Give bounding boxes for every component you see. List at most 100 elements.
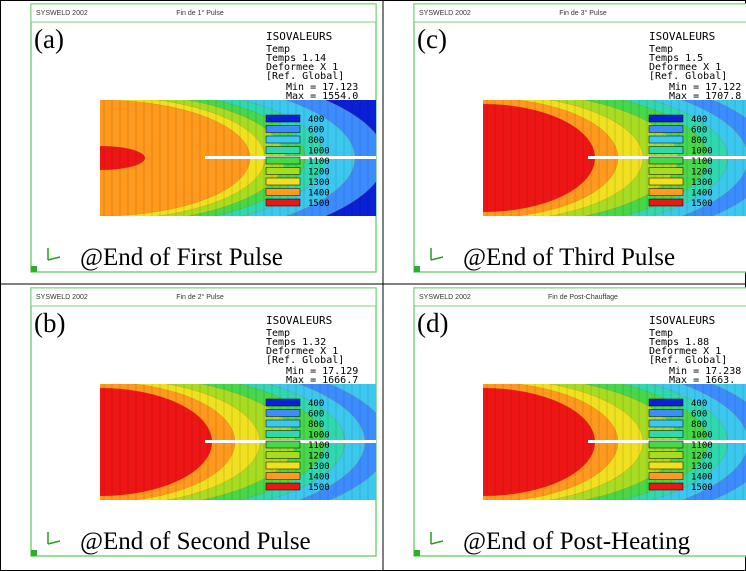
- legend-swatch: [265, 451, 301, 459]
- max-text: Max = 1554.0: [286, 91, 358, 102]
- legend-label: 1500: [691, 483, 713, 493]
- legend-swatch: [265, 114, 301, 123]
- legend-label: 800: [308, 420, 324, 430]
- legend-label: 1400: [308, 473, 330, 483]
- legend-label: 1500: [308, 199, 330, 209]
- legend-label: 1100: [308, 157, 330, 167]
- legend-swatch: [648, 146, 684, 154]
- legend-swatch: [265, 461, 301, 470]
- legend-swatch: [648, 177, 684, 186]
- legend-swatch: [648, 125, 684, 133]
- legend-swatch: [648, 135, 684, 144]
- caption: @End of Third Pulse: [463, 244, 675, 271]
- caption: @End of Second Pulse: [80, 528, 311, 555]
- info-text: Temps 1.88: [649, 337, 709, 348]
- legend-swatch: [265, 188, 301, 196]
- legend-label: 1000: [308, 431, 330, 441]
- legend-swatch: [648, 482, 684, 491]
- legend-swatch: [648, 409, 684, 417]
- header-bar: [413, 3, 746, 23]
- header-logo: SYSWELD 2002: [36, 10, 88, 17]
- info-text: [Ref. Global]: [649, 355, 727, 366]
- panel-label: (c): [417, 24, 447, 54]
- legend-swatch: [265, 198, 301, 207]
- legend-swatch: [265, 409, 301, 417]
- panel-label: (a): [34, 24, 64, 54]
- info-text: Temp: [266, 44, 290, 55]
- legend-label: 1400: [308, 189, 330, 199]
- legend-swatch: [265, 135, 301, 144]
- min-text: Min = 17.238: [669, 366, 741, 377]
- panel-label: (d): [417, 308, 448, 338]
- legend-swatch: [648, 430, 684, 438]
- legend-label: 1100: [691, 441, 713, 451]
- corner-marker: [414, 550, 420, 556]
- legend-label: 1500: [308, 483, 330, 493]
- corner-marker: [31, 266, 37, 272]
- corner-marker: [414, 266, 420, 272]
- panel: SYSWELD 2002 Fin de Post-Chauffage (d) ISOV…: [413, 287, 746, 557]
- axis-icon: [47, 532, 61, 545]
- legend-label: 1300: [691, 462, 713, 472]
- max-text: Max = 1666.7: [286, 375, 358, 386]
- info-text: Deformee X 1: [266, 62, 338, 73]
- info-text: [Ref. Global]: [649, 71, 727, 82]
- info-text: ISOVALEURS: [649, 314, 715, 327]
- info-text: ISOVALEURS: [266, 30, 332, 43]
- max-text: Max = 1663.: [669, 375, 735, 386]
- legend-label: 1400: [691, 189, 713, 199]
- header-bar: [30, 3, 377, 23]
- panel: SYSWELD 2002 Fin de 3° Pulse (c) ISOVALEURS…: [413, 3, 746, 273]
- legend-swatch: [265, 430, 301, 438]
- contour-plot: [100, 384, 376, 500]
- info-text: ISOVALEURS: [649, 30, 715, 43]
- legend-label: 1500: [691, 199, 713, 209]
- legend-swatch: [648, 156, 684, 165]
- legend-label: 400: [691, 399, 707, 409]
- legend-label: 600: [308, 126, 324, 136]
- legend-swatch: [648, 198, 684, 207]
- legend-swatch: [648, 451, 684, 459]
- legend-swatch: [265, 398, 301, 407]
- legend-label: 1100: [691, 157, 713, 167]
- info-text: Deformee X 1: [649, 346, 721, 357]
- legend-swatch: [648, 188, 684, 196]
- panel-label: (b): [34, 308, 65, 338]
- legend-swatch: [265, 125, 301, 133]
- info-text: Temp: [649, 328, 673, 339]
- legend-swatch: [648, 419, 684, 428]
- panel-title: Fin de Post-Chauffage: [548, 294, 618, 301]
- legend-label: 1200: [308, 452, 330, 462]
- header-logo: SYSWELD 2002: [419, 10, 471, 17]
- caption: @End of First Pulse: [80, 244, 283, 271]
- header-bar: [413, 287, 746, 307]
- legend-label: 1300: [308, 462, 330, 472]
- legend-label: 800: [308, 136, 324, 146]
- legend-label: 1100: [308, 441, 330, 451]
- legend-label: 1200: [691, 452, 713, 462]
- info-text: Temps 1.14: [266, 53, 326, 64]
- legend-swatch: [265, 472, 301, 480]
- info-text: Temp: [649, 44, 673, 55]
- legend-label: 600: [308, 410, 324, 420]
- max-text: Max = 1707.8: [669, 91, 741, 102]
- legend-swatch: [265, 177, 301, 186]
- panel-title: Fin de 3° Pulse: [559, 9, 607, 17]
- legend-label: 400: [308, 115, 324, 125]
- legend-label: 600: [691, 410, 707, 420]
- legend-label: 400: [308, 399, 324, 409]
- legend-label: 1300: [691, 178, 713, 188]
- legend-label: 600: [691, 126, 707, 136]
- legend-swatch: [265, 482, 301, 491]
- axis-icon: [430, 248, 444, 261]
- info-text: ISOVALEURS: [266, 314, 332, 327]
- info-text: Temps 1.5: [649, 53, 703, 64]
- panel-title: Fin de 1° Pulse: [176, 9, 224, 17]
- header-logo: SYSWELD 2002: [419, 294, 471, 301]
- panel-title: Fin de 2° Pulse: [176, 293, 224, 301]
- legend-swatch: [265, 167, 301, 175]
- min-text: Min = 17.129: [286, 366, 358, 377]
- legend-swatch: [265, 156, 301, 165]
- legend-swatch: [648, 167, 684, 175]
- legend-label: 1000: [308, 147, 330, 157]
